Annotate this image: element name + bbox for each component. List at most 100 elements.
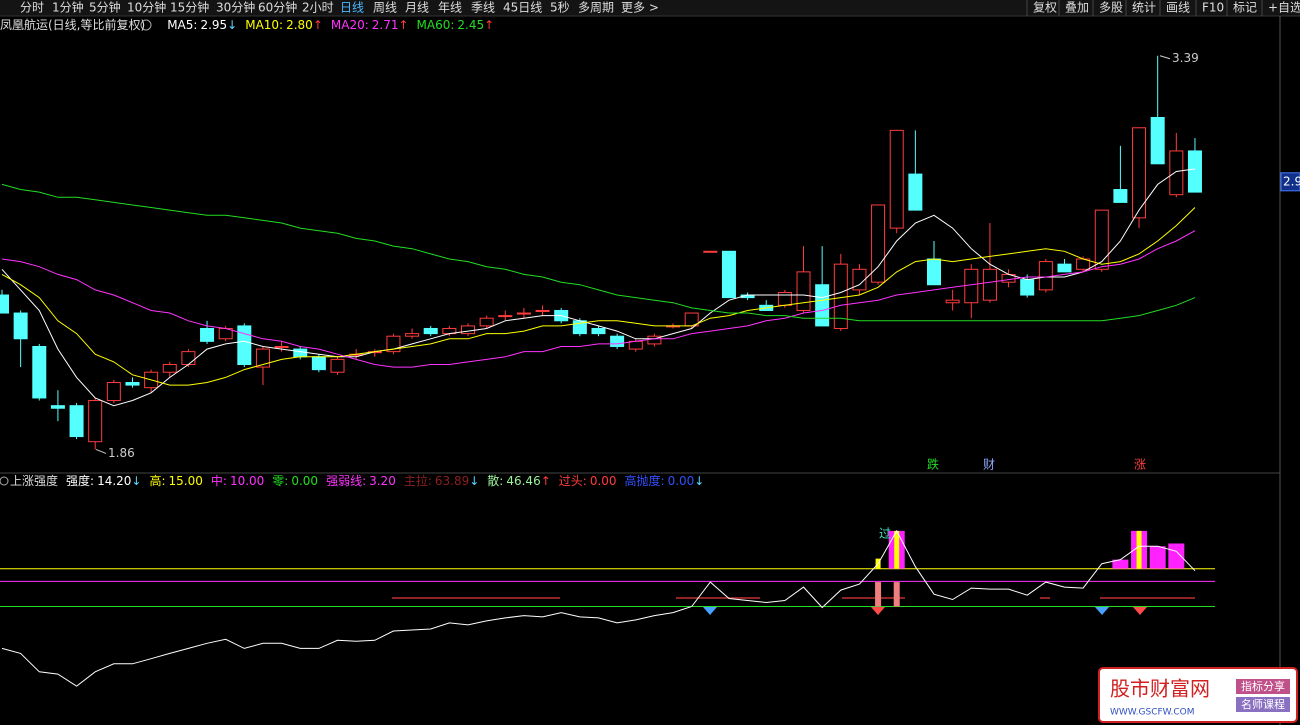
indicator-bar	[893, 582, 900, 607]
period-tab[interactable]: 15分钟	[170, 0, 209, 15]
tool-button[interactable]: 标记	[1233, 1, 1257, 15]
indicator-bar	[1168, 543, 1185, 569]
candle-body	[628, 340, 643, 350]
candle-body	[181, 351, 196, 366]
period-tab[interactable]: 月线	[405, 1, 429, 15]
period-tab[interactable]: 5分钟	[89, 0, 121, 15]
tool-button[interactable]: 叠加	[1065, 1, 1089, 15]
candle-body	[1132, 127, 1147, 219]
candle-body	[796, 271, 811, 311]
period-tab[interactable]: 5秒	[550, 1, 570, 15]
period-tab[interactable]: 10分钟	[127, 0, 166, 15]
candle-body	[0, 294, 9, 314]
candle-body	[777, 291, 792, 306]
settings-icon[interactable]	[0, 476, 9, 486]
legend-name: 高抛度:	[625, 473, 665, 488]
candle-body	[1169, 150, 1184, 196]
min-leader	[95, 448, 107, 454]
legend-name: 强弱线:	[326, 474, 366, 488]
watermark: 股市财富网 指标分享 名师课程 WWW.GSCFW.COM	[1098, 667, 1298, 723]
candle-body	[721, 250, 736, 299]
candle-body	[106, 382, 121, 402]
candle-body	[610, 335, 625, 347]
period-tab[interactable]: 45日线	[503, 1, 542, 15]
legend-value: 10.00	[230, 474, 264, 488]
indicator-bar	[894, 530, 900, 569]
indicator-bar	[875, 582, 882, 607]
candle-body	[1057, 263, 1072, 273]
candle-body	[125, 382, 140, 386]
tool-button[interactable]: 画线	[1166, 1, 1190, 15]
candle-body	[964, 268, 979, 304]
legend-name: MA20:	[331, 18, 369, 32]
tool-button[interactable]: +自选	[1268, 1, 1300, 15]
candle-body	[423, 327, 438, 335]
legend-value: 63.89	[435, 474, 469, 488]
legend-name: 中:	[211, 473, 227, 488]
indicator-annotation: 过	[879, 527, 891, 541]
settings-icon[interactable]	[140, 19, 152, 31]
period-tab[interactable]: 更多 >	[621, 1, 659, 15]
period-tab[interactable]: 1分钟	[52, 0, 84, 15]
legend: 凤凰航运(日线,等比前复权) MA5: 2.95↓ MA10: 2.80↑ MA20: 2.…	[0, 17, 494, 32]
candle-body	[927, 258, 941, 286]
max-label: 3.39	[1172, 51, 1199, 65]
tool-button[interactable]: 多股	[1099, 1, 1123, 15]
candle-body	[982, 268, 997, 301]
period-tab[interactable]: 多周期	[578, 1, 614, 15]
candle-body	[461, 325, 475, 335]
ma-line	[1, 230, 1196, 368]
legend-value: 2.45	[457, 18, 484, 32]
period-tab[interactable]: 年线	[438, 1, 462, 15]
candle-body	[479, 317, 494, 327]
candle-body	[1113, 189, 1128, 203]
legend-arrow: ↓	[694, 474, 704, 488]
candle-body	[1094, 209, 1109, 270]
period-tab[interactable]: 分时	[20, 1, 44, 15]
candle-body	[498, 315, 513, 318]
event-marker: 跌	[927, 457, 939, 472]
tool-button[interactable]: 复权	[1033, 1, 1057, 15]
legend-value: 2.71	[372, 18, 399, 32]
legend-name: 散:	[487, 473, 503, 488]
legend-name: MA10:	[245, 18, 283, 32]
tool-button[interactable]: 统计	[1132, 1, 1156, 15]
period-tab[interactable]: 季线	[471, 1, 495, 15]
legend-arrow: ↓	[131, 474, 141, 488]
watermark-tag: 名师课程	[1241, 697, 1285, 711]
candle-body	[200, 327, 215, 342]
watermark-title: 股市财富网	[1110, 677, 1210, 701]
period-tab[interactable]: 2小时	[302, 1, 334, 15]
ma-line	[1, 168, 1196, 407]
signal-icons	[703, 607, 1147, 615]
candle-body	[852, 268, 867, 291]
indicator-bar	[1112, 559, 1129, 569]
candle-body	[311, 356, 326, 371]
candle-body	[535, 309, 550, 312]
candle-body	[50, 405, 65, 409]
period-tab[interactable]: 周线	[373, 1, 397, 15]
max-leader	[1159, 55, 1171, 60]
candle-body	[405, 333, 420, 337]
legend-name: 强度:	[66, 473, 94, 488]
indicator-bar	[1149, 546, 1166, 569]
legend-value: 0.00	[668, 474, 695, 488]
legend-name: MA60:	[417, 18, 455, 32]
legend-value: 2.80	[286, 18, 313, 32]
legend: 上涨强度 强度: 14.20↓ 高: 15.00 中: 10.00 零: 0.00 强弱线: 3.2…	[10, 473, 704, 488]
candle-body	[703, 250, 718, 253]
period-tab[interactable]: 60分钟	[258, 0, 297, 15]
candle-body	[516, 312, 531, 315]
candle-body	[237, 325, 252, 366]
period-tab[interactable]: 30分钟	[216, 0, 255, 15]
candle-body	[1020, 279, 1035, 296]
tool-button[interactable]: F10	[1202, 1, 1224, 15]
candle-body	[293, 348, 308, 358]
toolbar-bg	[0, 0, 1300, 16]
candle-body	[815, 284, 830, 327]
axis-price-box	[1280, 172, 1300, 192]
legend-value: 0.00	[590, 474, 617, 488]
period-tab[interactable]: 日线	[340, 1, 364, 15]
